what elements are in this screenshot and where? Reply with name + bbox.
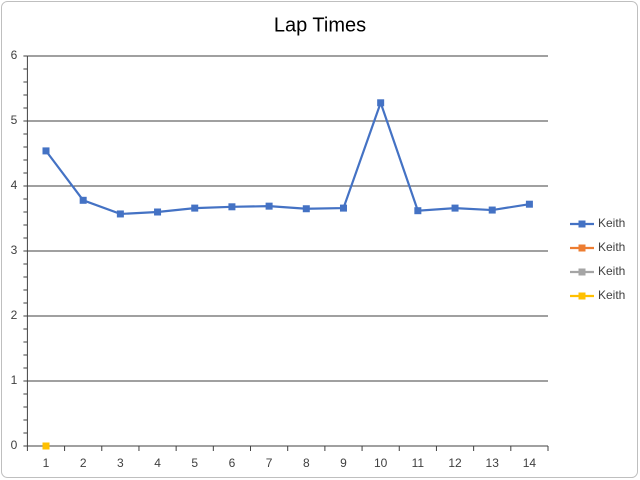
x-tick-label: 10 — [374, 456, 388, 470]
series-marker — [265, 202, 273, 210]
y-tick-label: 5 — [11, 113, 18, 127]
legend-label: Keith — [598, 288, 625, 302]
series-marker — [42, 442, 50, 450]
x-tick-label: 7 — [266, 456, 273, 470]
x-tick-label: 2 — [80, 456, 87, 470]
x-tick-label: 14 — [523, 456, 537, 470]
series-marker — [79, 196, 87, 204]
x-tick-label: 5 — [191, 456, 198, 470]
x-tick-label: 12 — [448, 456, 462, 470]
series-marker — [525, 200, 533, 208]
x-tick-label: 9 — [340, 456, 347, 470]
series-line — [45, 99, 530, 216]
legend-label: Keith — [598, 216, 625, 230]
legend-marker — [578, 292, 586, 300]
x-tick-label: 3 — [117, 456, 124, 470]
y-tick-label: 6 — [11, 48, 18, 62]
series-marker — [339, 204, 347, 212]
series-marker — [488, 206, 496, 214]
x-tick-label: 6 — [229, 456, 236, 470]
x-tick-label: 11 — [412, 456, 425, 470]
x-tick-label: 4 — [154, 456, 161, 470]
chart-title: Lap Times — [274, 14, 366, 36]
y-tick-label: 4 — [11, 178, 18, 192]
series-marker — [302, 205, 310, 213]
legend-marker — [578, 244, 586, 252]
y-tick-label: 3 — [11, 243, 18, 257]
legend-label: Keith — [598, 264, 625, 278]
series-marker — [377, 99, 385, 107]
x-tick-label: 8 — [303, 456, 310, 470]
legend-label: Keith — [598, 240, 625, 254]
y-tick-label: 1 — [11, 373, 18, 387]
series-marker — [154, 208, 162, 216]
series-marker — [414, 207, 422, 215]
series-marker — [191, 204, 199, 212]
x-tick-label: 1 — [43, 456, 50, 470]
series-marker — [116, 210, 124, 218]
x-tick-label: 13 — [486, 456, 500, 470]
legend-marker — [578, 268, 586, 276]
y-tick-label: 2 — [11, 308, 18, 322]
series-marker — [228, 203, 236, 211]
series-marker — [42, 147, 50, 155]
series-marker — [451, 204, 459, 212]
y-tick-label: 0 — [11, 438, 18, 452]
legend-marker — [578, 220, 586, 228]
